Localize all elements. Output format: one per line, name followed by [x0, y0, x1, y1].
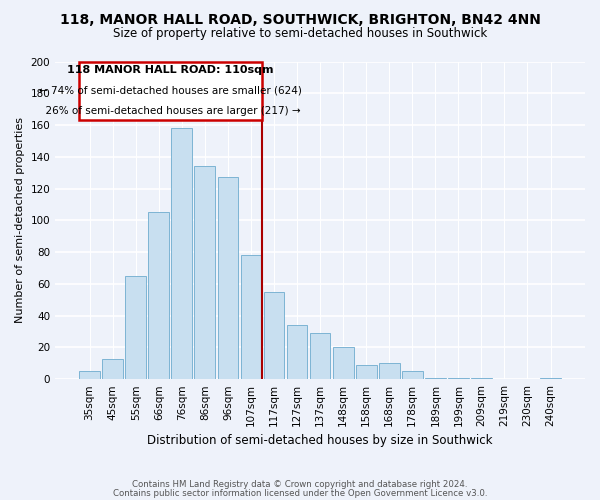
Text: Size of property relative to semi-detached houses in Southwick: Size of property relative to semi-detach…	[113, 28, 487, 40]
FancyBboxPatch shape	[79, 62, 262, 120]
Bar	[241, 256, 262, 379]
Bar	[148, 212, 169, 379]
Y-axis label: Number of semi-detached properties: Number of semi-detached properties	[15, 118, 25, 324]
X-axis label: Distribution of semi-detached houses by size in Southwick: Distribution of semi-detached houses by …	[148, 434, 493, 448]
Text: 26% of semi-detached houses are larger (217) →: 26% of semi-detached houses are larger (…	[40, 106, 301, 116]
Text: 118, MANOR HALL ROAD, SOUTHWICK, BRIGHTON, BN42 4NN: 118, MANOR HALL ROAD, SOUTHWICK, BRIGHTO…	[59, 12, 541, 26]
Bar	[310, 333, 331, 379]
Bar	[540, 378, 561, 379]
Bar	[379, 364, 400, 379]
Bar	[425, 378, 446, 379]
Bar	[287, 325, 307, 379]
Bar	[471, 378, 492, 379]
Text: 118 MANOR HALL ROAD: 110sqm: 118 MANOR HALL ROAD: 110sqm	[67, 64, 274, 74]
Bar	[333, 348, 353, 379]
Bar	[102, 358, 123, 379]
Text: ← 74% of semi-detached houses are smaller (624): ← 74% of semi-detached houses are smalle…	[39, 86, 302, 96]
Text: Contains HM Land Registry data © Crown copyright and database right 2024.: Contains HM Land Registry data © Crown c…	[132, 480, 468, 489]
Text: Contains public sector information licensed under the Open Government Licence v3: Contains public sector information licen…	[113, 489, 487, 498]
Bar	[263, 292, 284, 379]
Bar	[194, 166, 215, 379]
Bar	[402, 371, 422, 379]
Bar	[125, 276, 146, 379]
Bar	[356, 365, 377, 379]
Bar	[448, 378, 469, 379]
Bar	[172, 128, 192, 379]
Bar	[79, 371, 100, 379]
Bar	[218, 178, 238, 379]
